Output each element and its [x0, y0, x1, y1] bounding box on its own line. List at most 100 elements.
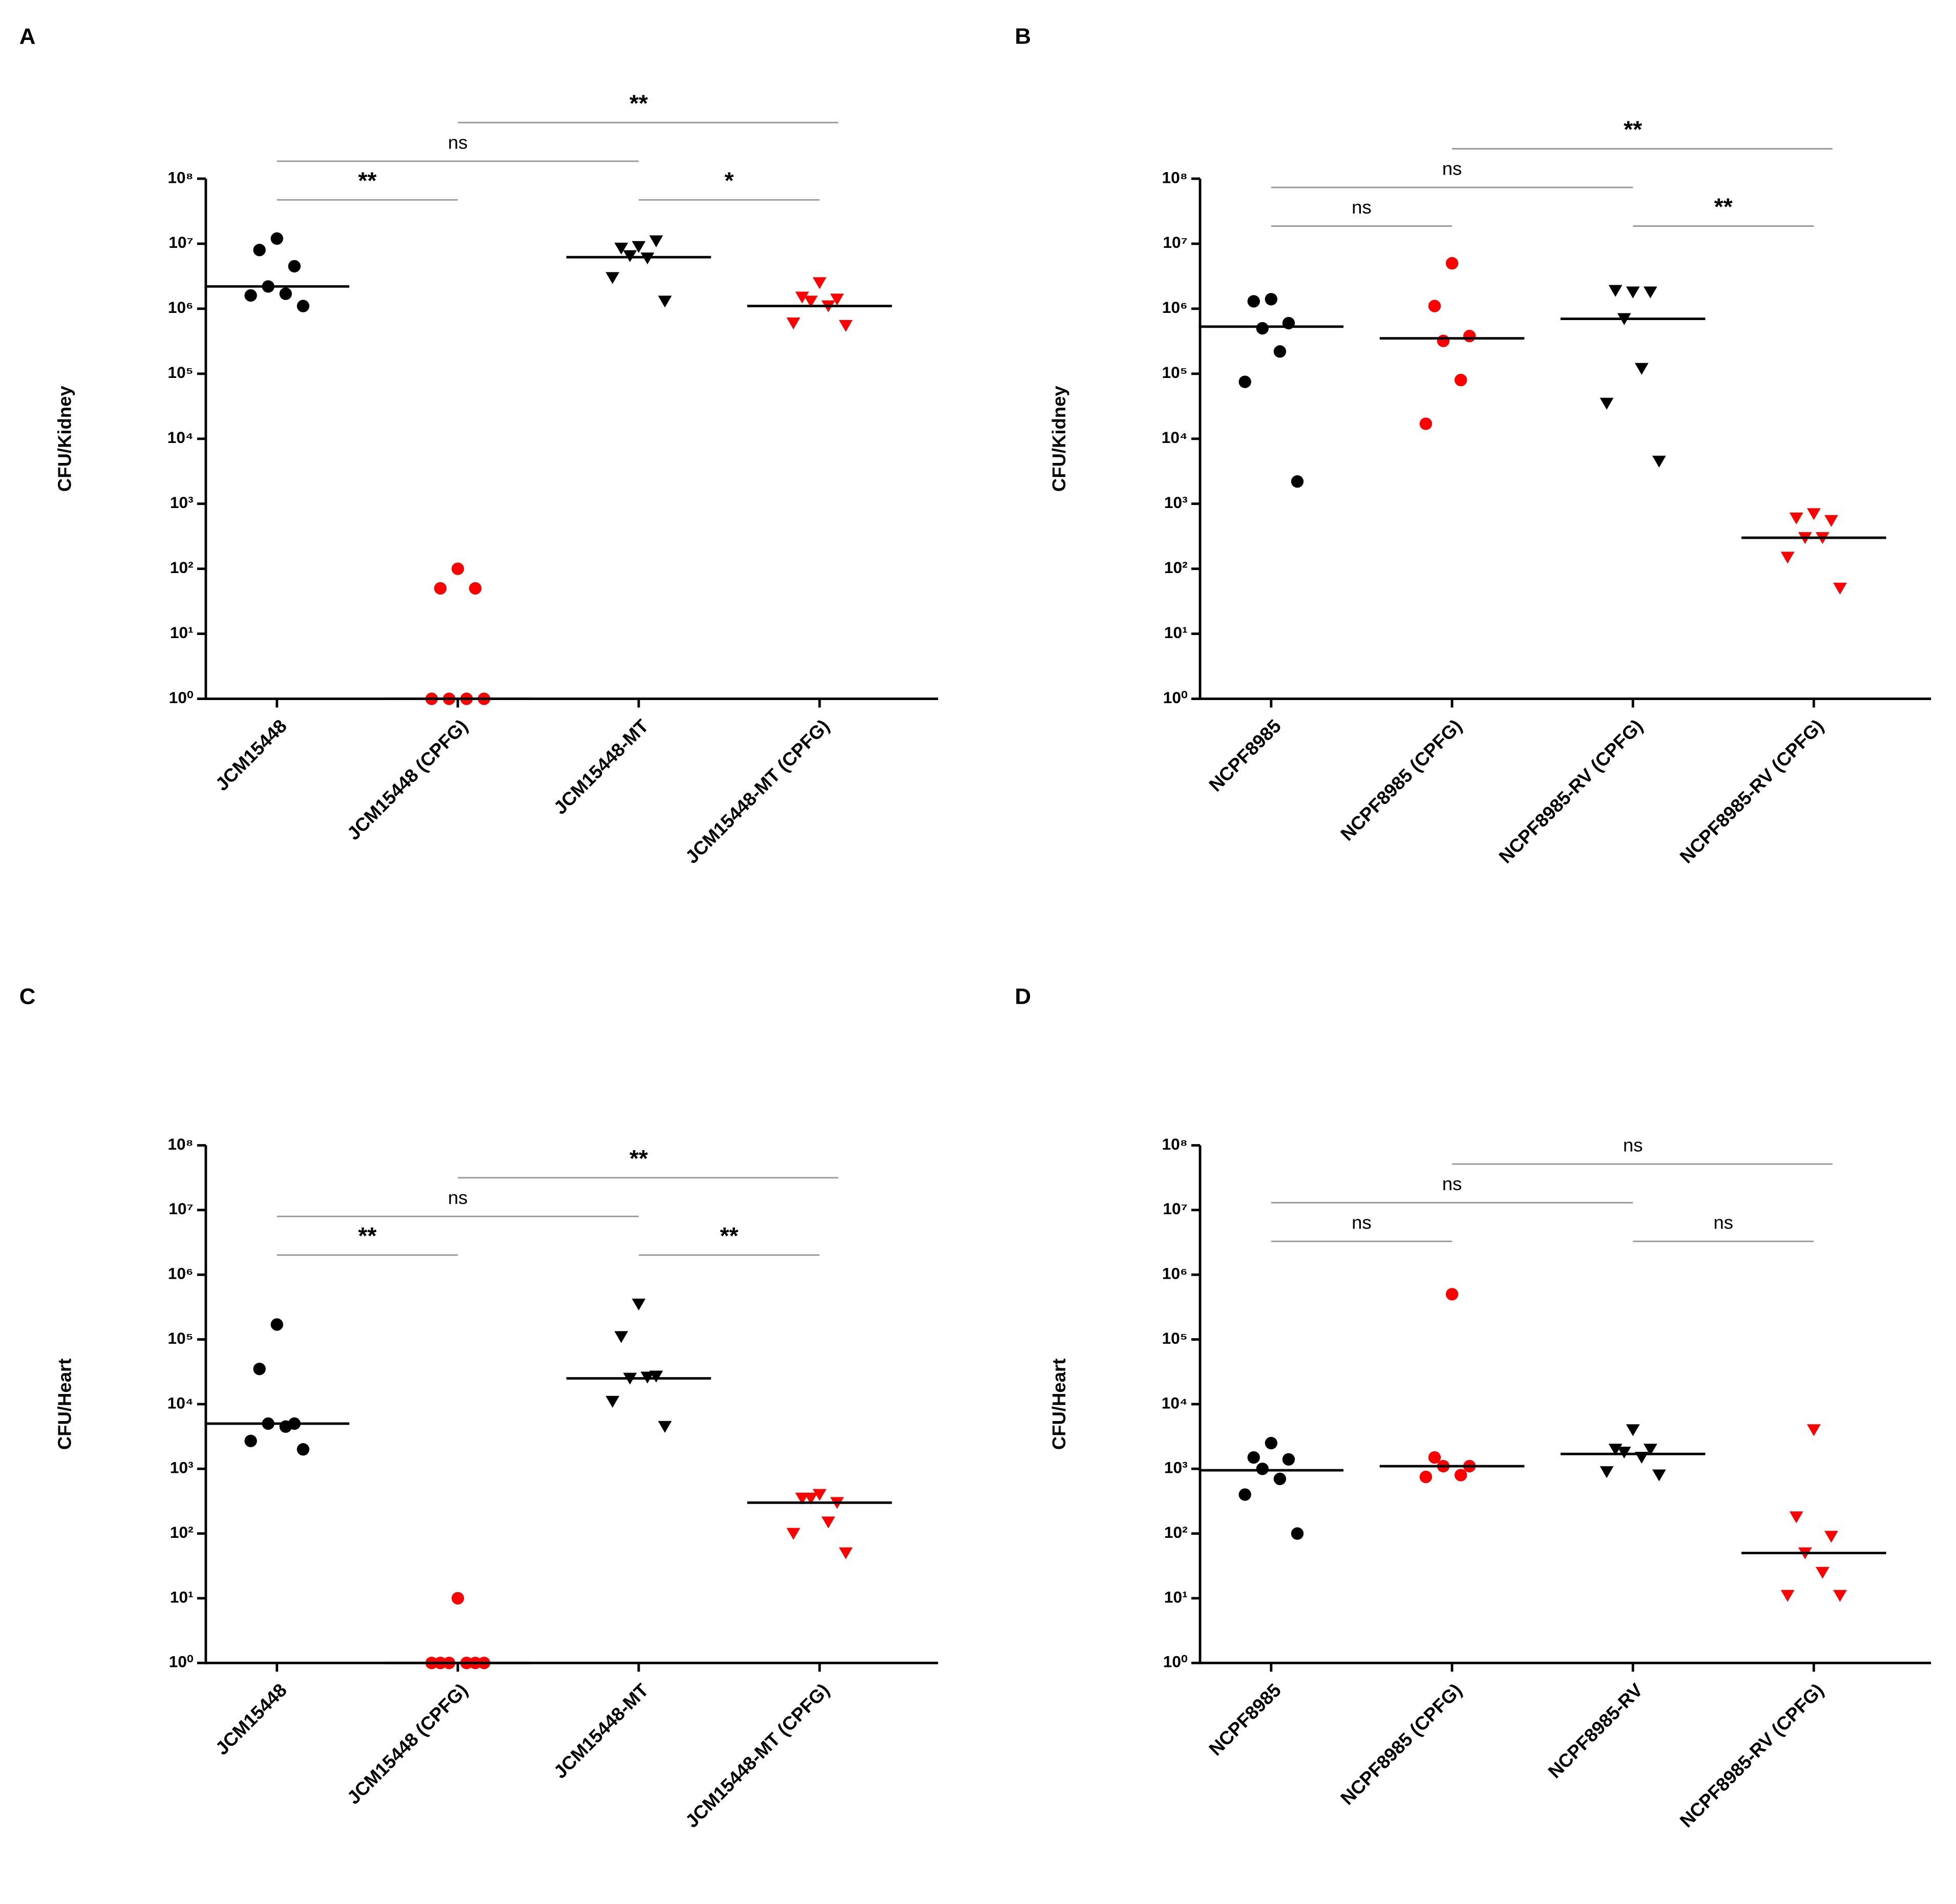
panel-label: C	[19, 984, 36, 1009]
y-tick-label: 10¹	[170, 1588, 194, 1606]
y-tick-label: 10²	[170, 558, 194, 577]
data-point	[1428, 300, 1441, 312]
x-tick-label: NCPF8985 (CPFG)	[1336, 715, 1466, 845]
x-tick-label: NCPF8985-RV (CPFG)	[1676, 715, 1828, 868]
significance-label: **	[629, 90, 648, 116]
data-point	[804, 1492, 818, 1505]
data-point	[279, 1420, 292, 1433]
x-tick-label: JCM15448-MT (CPFG)	[681, 715, 833, 868]
data-point	[279, 287, 292, 300]
y-tick-label: 10⁰	[1163, 1653, 1188, 1671]
panel-label: B	[1015, 24, 1031, 49]
data-point	[821, 1516, 835, 1529]
significance-label: ns	[448, 132, 468, 153]
data-point	[1265, 293, 1278, 306]
data-point	[812, 1489, 827, 1501]
significance-label: ns	[1713, 1212, 1733, 1233]
y-tick-label: 10⁷	[1163, 1199, 1187, 1218]
significance-label: **	[1624, 116, 1642, 143]
y-tick-label: 10³	[170, 493, 194, 512]
y-tick-label: 10³	[1164, 493, 1188, 512]
y-tick-label: 10¹	[1164, 623, 1188, 642]
data-point	[795, 1492, 809, 1505]
y-tick-label: 10³	[170, 1458, 194, 1477]
data-point	[1445, 1288, 1459, 1301]
data-point	[1626, 1424, 1640, 1436]
panel-label: D	[1015, 984, 1031, 1009]
y-tick-label: 10⁷	[169, 1199, 193, 1218]
data-point	[270, 1318, 283, 1331]
data-point	[1652, 1469, 1666, 1482]
data-point	[1256, 322, 1269, 335]
data-point	[1833, 1590, 1847, 1602]
x-tick-label: JCM15448-MT (CPFG)	[681, 1679, 833, 1831]
y-tick-label: 10⁸	[167, 1135, 193, 1153]
significance-label: ns	[1352, 1212, 1372, 1233]
data-point	[786, 1528, 801, 1540]
data-point	[297, 1443, 310, 1456]
y-tick-label: 10⁴	[167, 1393, 194, 1412]
y-tick-label: 10⁷	[1163, 233, 1187, 251]
data-point	[451, 562, 465, 575]
x-tick-label: NCPF8985-RV	[1544, 1679, 1647, 1782]
data-point	[1806, 508, 1821, 520]
data-point	[838, 320, 853, 332]
significance-label: ns	[1442, 158, 1462, 179]
data-point	[632, 241, 646, 253]
data-point	[605, 1395, 620, 1408]
y-tick-label: 10²	[1164, 1523, 1188, 1541]
data-point	[1291, 475, 1304, 488]
data-point	[632, 1298, 646, 1310]
y-tick-label: 10⁵	[1162, 363, 1188, 382]
data-point	[297, 300, 310, 312]
y-tick-label: 10²	[170, 1523, 194, 1541]
data-point	[658, 295, 672, 308]
data-point	[838, 1547, 853, 1559]
data-point	[1238, 1488, 1251, 1501]
y-axis-label: CFU/Heart	[1048, 1359, 1069, 1450]
significance-label: **	[358, 1222, 376, 1249]
y-axis-label: CFU/Kidney	[1048, 386, 1069, 492]
y-tick-label: 10⁰	[169, 1653, 194, 1671]
data-point	[1454, 1469, 1467, 1482]
panel-label: A	[19, 24, 36, 49]
data-point	[1247, 295, 1260, 308]
y-tick-label: 10⁴	[1162, 1393, 1188, 1412]
data-point	[1265, 1436, 1278, 1450]
x-tick-label: NCPF8985 (CPFG)	[1336, 1679, 1466, 1809]
y-tick-label: 10³	[1164, 1458, 1188, 1477]
data-point	[1437, 334, 1450, 347]
significance-label: *	[725, 167, 734, 194]
significance-label: **	[629, 1145, 648, 1172]
significance-label: **	[720, 1222, 739, 1249]
y-tick-label: 10⁴	[167, 428, 194, 447]
data-point	[605, 272, 620, 284]
y-axis-label: CFU/Kidney	[54, 386, 75, 492]
data-point	[1600, 1466, 1614, 1478]
y-tick-label: 10⁶	[168, 1264, 194, 1283]
data-point	[1824, 515, 1838, 527]
data-point	[614, 242, 628, 255]
x-tick-label: JCM15448-MT	[550, 715, 653, 818]
data-point	[1617, 1447, 1631, 1459]
data-point	[1789, 512, 1803, 525]
y-tick-label: 10⁵	[167, 1329, 193, 1347]
y-axis-label: CFU/Heart	[54, 1359, 75, 1450]
data-point	[1273, 345, 1287, 358]
data-point	[288, 260, 301, 273]
data-point	[253, 244, 266, 257]
y-tick-label: 10²	[1164, 558, 1188, 577]
data-point	[1273, 1472, 1287, 1485]
y-tick-label: 10⁵	[167, 363, 193, 382]
data-point	[1600, 397, 1614, 410]
data-point	[1282, 1453, 1295, 1466]
data-point	[244, 1434, 257, 1447]
data-point	[434, 582, 447, 595]
data-point	[1463, 330, 1476, 343]
significance-label: **	[1714, 194, 1733, 220]
y-tick-label: 10⁸	[1162, 1135, 1187, 1153]
data-point	[1419, 1470, 1433, 1484]
significance-label: ns	[1442, 1173, 1462, 1194]
